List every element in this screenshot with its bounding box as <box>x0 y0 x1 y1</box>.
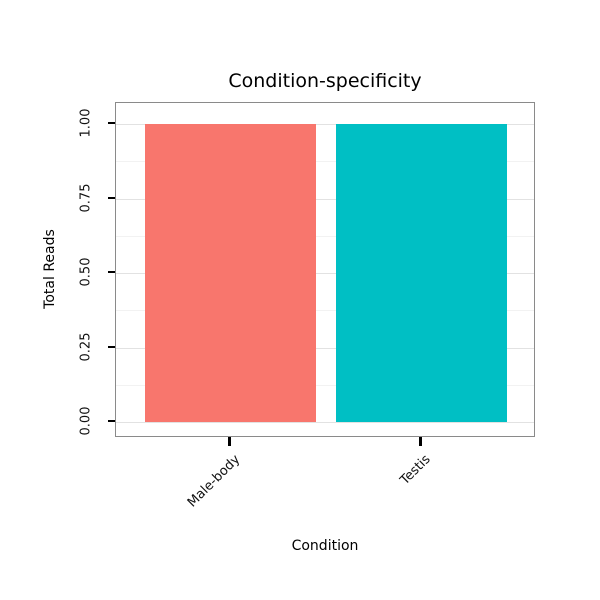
plot-panel <box>115 102 535 437</box>
y-tick-label: 1.00 <box>78 108 94 138</box>
x-tick <box>418 437 422 446</box>
major-gridline <box>116 422 534 423</box>
major-gridline <box>116 273 534 274</box>
y-axis-title: Total Reads <box>42 229 58 309</box>
bar-testis <box>335 124 508 422</box>
y-tick <box>108 196 115 199</box>
x-axis-title: Condition <box>291 538 359 554</box>
x-tick-label: Male-body <box>184 452 244 511</box>
major-gridline <box>116 124 534 125</box>
y-tick-label: 0.50 <box>78 257 94 287</box>
y-tick-label: 0.75 <box>78 183 94 212</box>
minor-gridline <box>116 310 534 312</box>
y-tick-label: 0.25 <box>78 332 94 361</box>
y-tick <box>108 345 115 348</box>
minor-gridline <box>116 161 534 163</box>
minor-gridline <box>116 384 534 386</box>
y-tick <box>108 271 115 273</box>
major-gridline <box>116 198 534 200</box>
major-gridline <box>116 347 534 349</box>
y-tick <box>108 122 115 124</box>
x-tick-label: Testis <box>398 452 435 489</box>
minor-gridline <box>116 235 534 237</box>
x-tick <box>228 437 232 446</box>
y-tick <box>108 420 115 422</box>
y-tick-label: 0.00 <box>78 406 94 436</box>
chart-title: Condition-specificity <box>228 70 422 92</box>
bar-male-body <box>144 124 317 422</box>
